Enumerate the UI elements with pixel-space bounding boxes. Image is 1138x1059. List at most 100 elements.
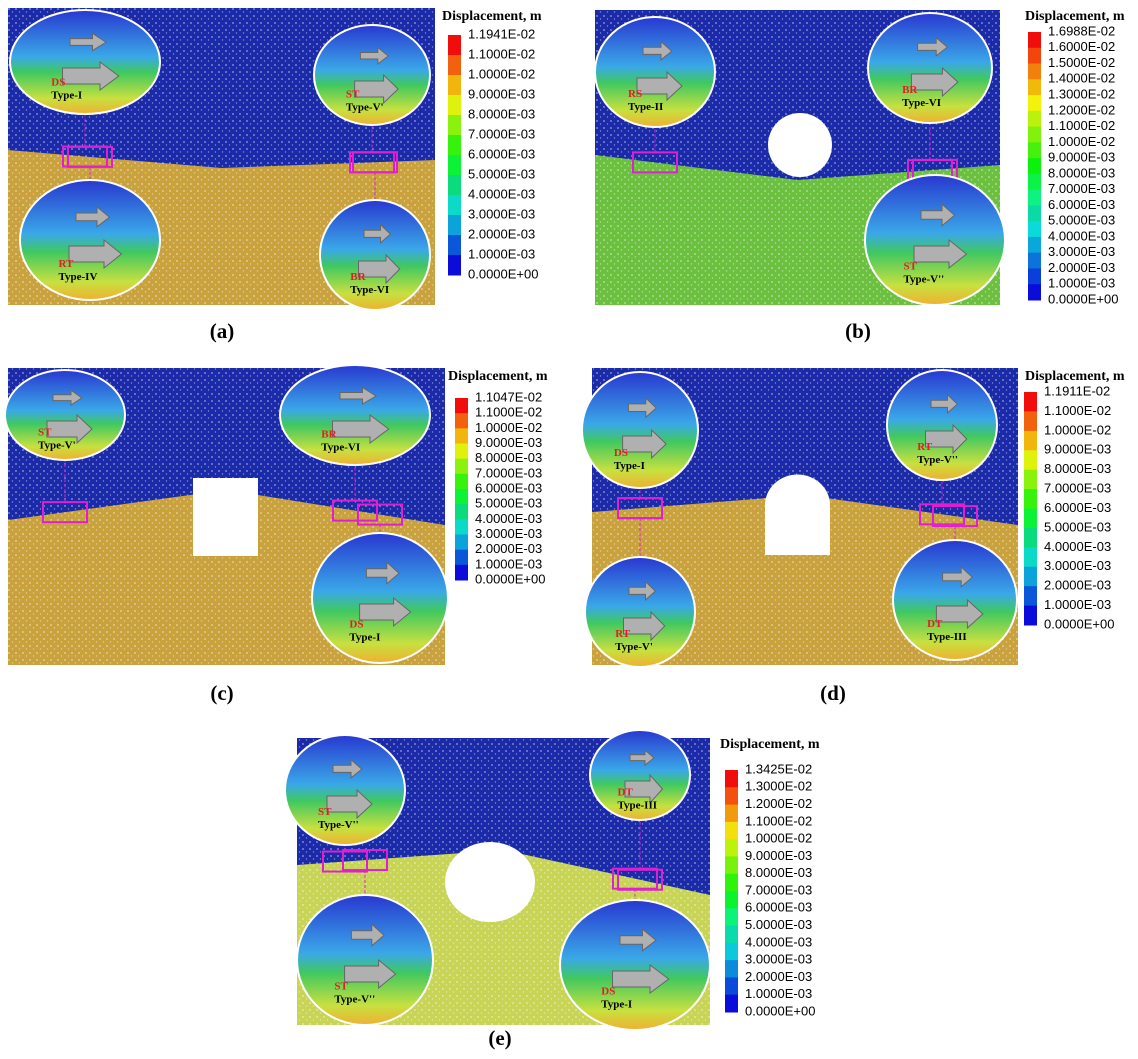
color-band [455,444,468,460]
inset-code: RT [917,441,933,453]
color-band [448,55,461,76]
inset-code: ST [318,806,332,818]
legend-tick-label: 9.0000E-03 [1048,150,1115,165]
color-band [725,822,738,840]
color-band [725,943,738,961]
color-band [1024,450,1037,470]
color-band [1028,127,1041,143]
inset-code: DT [927,618,943,630]
color-band [1024,528,1037,548]
legend-tick-label: 1.0000E-03 [468,246,535,261]
legend-tick-label: 3.0000E-03 [1044,558,1111,573]
legend-title: Displacement, m [1025,369,1125,384]
legend-title: Displacement, m [1025,9,1125,24]
inset-type: Type-I [51,89,82,101]
legend-tick-label: 5.0000E-03 [745,917,812,932]
inset-type: Type-V' [615,641,653,653]
color-band [725,787,738,805]
color-band [448,235,461,256]
legend-tick-label: 8.0000E-03 [468,106,535,121]
color-band [455,474,468,490]
inset-code: ST [334,980,348,992]
inset [865,175,1005,305]
legend-tick-label: 0.0000E+00 [475,571,545,586]
panel: DSType-ISTType-V'RTType-IVBRType-VIDispl… [8,8,542,343]
inset-code: DS [349,618,363,630]
legend-tick-label: 1.1941E-02 [468,26,535,41]
legend-tick-label: 1.0000E-02 [468,66,535,81]
color-band [448,95,461,116]
legend-tick-label: 4.0000E-03 [745,934,812,949]
inset-type: Type-VI [350,284,389,296]
color-band [1024,392,1037,412]
color-band [1028,48,1041,64]
color-band [1028,284,1041,300]
color-band [725,770,738,788]
color-band [455,398,468,414]
color-band [1028,253,1041,269]
legend-tick-label: 7.0000E-03 [468,126,535,141]
legend-tick-label: 7.0000E-03 [475,465,542,480]
inset-code: ST [38,426,52,438]
inset-type: Type-V'' [904,273,945,285]
color-band [455,535,468,551]
legend-tick-label: 2.0000E-03 [468,226,535,241]
color-band [1028,237,1041,253]
color-band [1024,470,1037,490]
legend-tick-label: 1.6988E-02 [1048,23,1115,38]
color-band [1024,411,1037,431]
inset-type: Type-I [349,631,380,643]
color-band [725,995,738,1013]
legend-tick-label: 3.0000E-03 [1048,244,1115,259]
inset-code: DS [601,985,615,997]
inset [312,533,448,663]
legend-tick-label: 1.0000E-03 [1044,597,1111,612]
inset-code: ST [904,260,918,272]
color-band [1028,32,1041,48]
color-band [725,926,738,944]
color-band [455,413,468,429]
legend-tick-label: 2.0000E-03 [745,969,812,984]
legend-tick-label: 1.0000E-03 [1048,276,1115,291]
legend-tick-label: 1.1000E-02 [745,813,812,828]
legend-tick-label: 3.0000E-03 [745,952,812,967]
legend-tick-label: 2.0000E-03 [1048,260,1115,275]
legend-tick-label: 6.0000E-03 [475,480,542,495]
inset-code: BR [321,429,337,441]
color-band [455,565,468,581]
legend-tick-label: 3.0000E-03 [475,526,542,541]
legend-tick-label: 5.0000E-03 [1044,519,1111,534]
legend-tick-label: 1.1047E-02 [475,389,542,404]
legend-tick-label: 8.0000E-03 [1044,461,1111,476]
color-band [1028,158,1041,174]
inset [560,900,710,1030]
legend-tick-label: 9.0000E-03 [745,848,812,863]
inset-type: Type-VI [321,442,360,454]
legend-tick-label: 2.0000E-03 [475,541,542,556]
inset-type: Type-VI [902,97,941,109]
legend-tick-label: 0.0000E+00 [1044,616,1114,631]
legend-tick-label: 1.0000E-02 [1048,134,1115,149]
legend-tick-label: 7.0000E-03 [745,882,812,897]
color-band [1024,431,1037,451]
legend-title: Displacement, m [720,737,820,752]
legend-tick-label: 1.2000E-02 [1048,102,1115,117]
legend-tick-label: 7.0000E-03 [1048,181,1115,196]
inset-type: Type-V'' [334,993,375,1005]
opening [768,113,832,177]
color-band [1024,547,1037,567]
inset [10,10,160,114]
legend-tick-label: 5.0000E-03 [475,496,542,511]
legend-tick-label: 1.1911E-02 [1044,383,1110,398]
legend-tick-label: 1.0000E-03 [745,986,812,1001]
legend-tick-label: 4.0000E-03 [468,186,535,201]
color-band [448,135,461,156]
opening [445,842,535,922]
panel-label: (b) [845,319,871,343]
color-band [448,75,461,96]
legend-tick-label: 1.1000E-02 [1044,403,1111,418]
opening [765,475,830,555]
legend-tick-label: 1.3000E-02 [1048,86,1115,101]
legend-tick-label: 1.5000E-02 [1048,55,1115,70]
color-band [455,504,468,520]
